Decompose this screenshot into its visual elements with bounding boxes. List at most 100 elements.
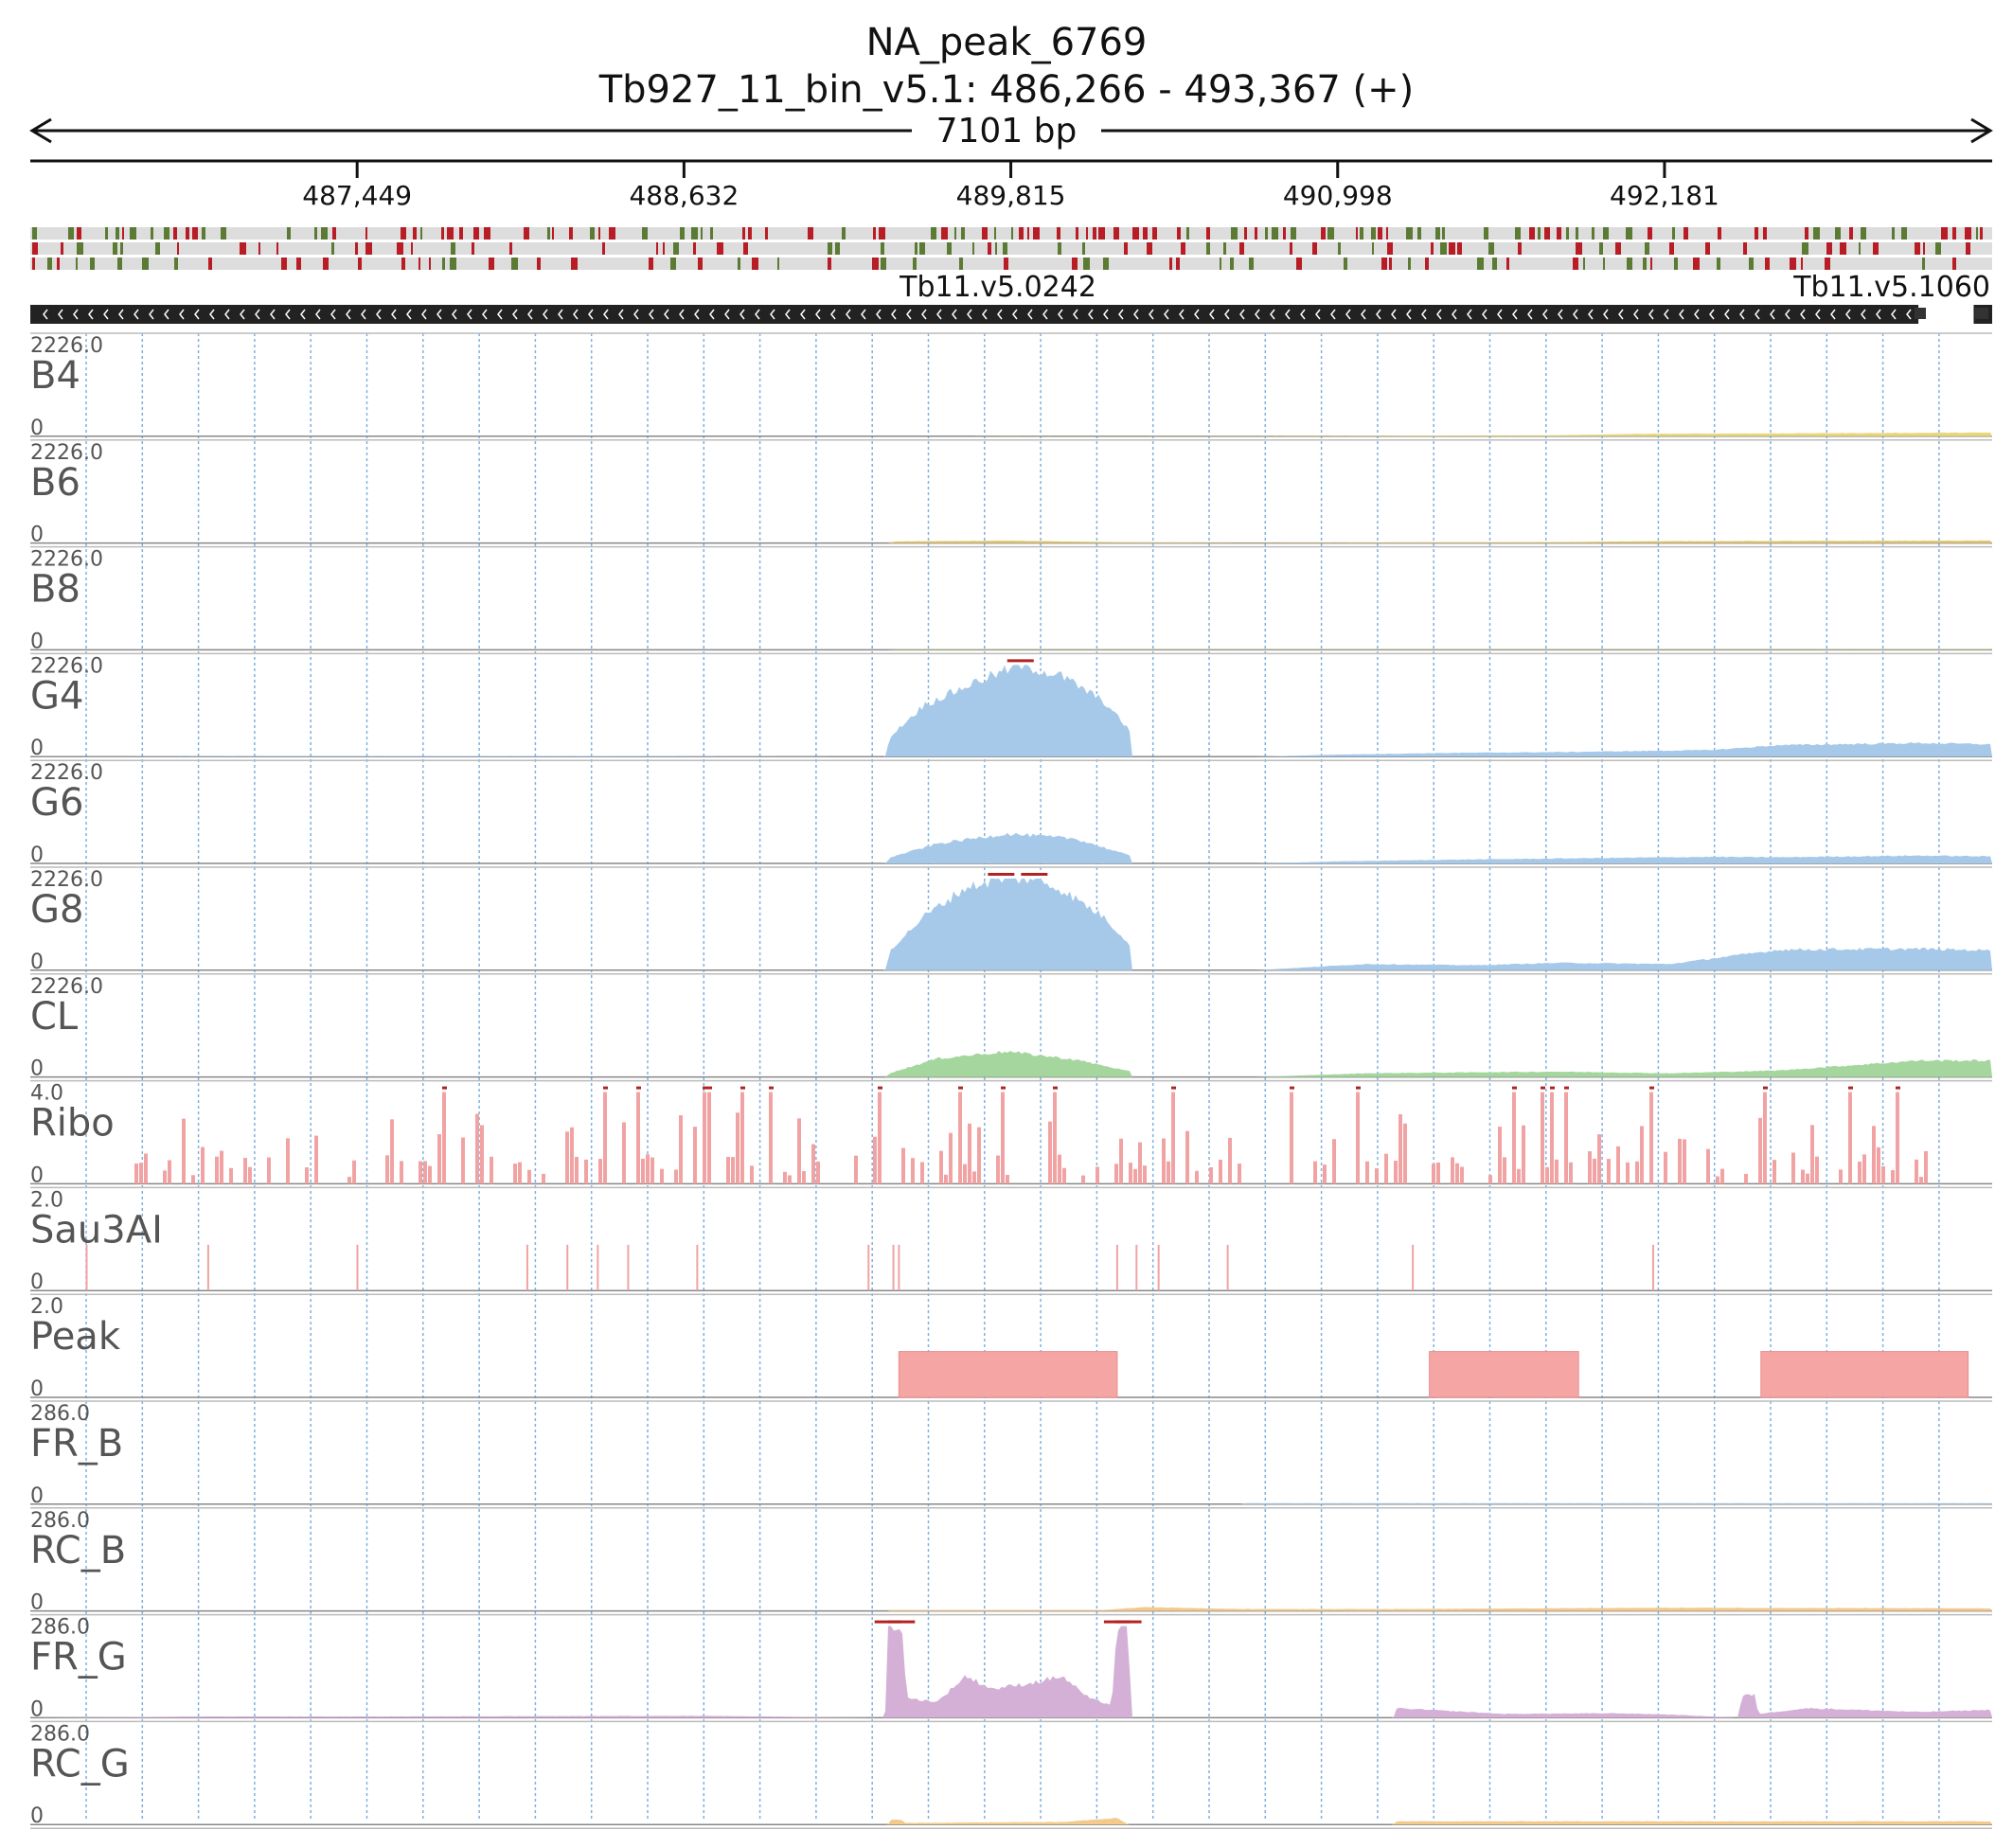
frame-mark	[472, 242, 474, 255]
frame-mark	[155, 242, 160, 255]
track-rc_b: 286.0RC_B 0	[30, 1507, 1992, 1615]
frame-mark	[420, 227, 422, 240]
frame-mark	[177, 242, 179, 255]
frame-mark	[1058, 242, 1061, 255]
frame-mark	[450, 258, 456, 270]
frame-mark	[202, 227, 205, 240]
frame-mark	[473, 227, 479, 240]
signal-bar	[1058, 1154, 1061, 1184]
frame-mark	[1181, 242, 1185, 255]
strand-chevron	[1527, 309, 1533, 320]
signal-bar	[1744, 1173, 1748, 1184]
frame-mark	[537, 258, 541, 270]
frame-mark	[1389, 258, 1392, 270]
frame-mark	[1440, 242, 1447, 255]
signal-bar	[679, 1115, 683, 1184]
strand-chevron	[1058, 309, 1063, 320]
frame-mark	[1435, 227, 1440, 240]
signal-bar	[1640, 1126, 1644, 1184]
strand-chevron	[1224, 309, 1230, 320]
track-min-label: 0	[30, 737, 44, 760]
signal-bar	[400, 1161, 403, 1184]
frame-mark	[1557, 227, 1561, 240]
track-max-label: 2.0	[30, 1188, 63, 1212]
strand-chevron	[967, 309, 972, 320]
frame-mark	[1566, 227, 1569, 240]
signal-area	[30, 432, 1992, 436]
signal-bar	[1862, 1154, 1866, 1184]
frame-mark	[1813, 227, 1820, 240]
frame-mark	[1177, 227, 1181, 240]
strand-chevron	[649, 309, 654, 320]
signal-bar	[1550, 1092, 1554, 1184]
strand-chevron	[1164, 309, 1169, 320]
strand-chevron	[1482, 309, 1487, 320]
strand-chevron	[815, 309, 821, 320]
frame-mark	[881, 242, 884, 255]
signal-bar	[570, 1127, 574, 1184]
frame-mark	[1763, 227, 1767, 240]
signal-bar	[977, 1127, 981, 1184]
overflow-marker	[1896, 1086, 1900, 1090]
frame-mark	[919, 242, 925, 255]
frame-mark	[988, 242, 991, 255]
frame-mark	[1801, 258, 1803, 270]
signal-bar	[1356, 1092, 1360, 1184]
frame-mark	[913, 258, 917, 270]
frame-mark	[1873, 242, 1879, 255]
frame-mark	[1296, 258, 1302, 270]
strand-chevron	[1845, 309, 1851, 320]
overflow-marker	[958, 1086, 963, 1090]
signal-bar	[811, 1144, 815, 1184]
signal-bar	[939, 1150, 943, 1184]
overflow-marker	[1356, 1086, 1361, 1090]
frame-mark	[1220, 258, 1221, 270]
signal-bar	[1678, 1138, 1682, 1184]
frame-mark	[673, 242, 679, 255]
track-label: G8	[30, 888, 83, 932]
strand-chevron	[1421, 309, 1427, 320]
frame-mark	[1749, 258, 1754, 270]
frame-mark	[186, 227, 189, 240]
signal-bar	[1791, 1152, 1795, 1184]
signal-bar	[1096, 1166, 1099, 1184]
signal-bar	[1048, 1121, 1052, 1184]
signal-area	[30, 649, 1992, 650]
strand-chevron	[1891, 309, 1897, 320]
frame-mark	[1457, 242, 1462, 255]
frame-mark	[1901, 227, 1907, 240]
track-max-label: 2226.0	[30, 654, 103, 678]
strand-chevron	[618, 309, 624, 320]
signal-bar	[1801, 1169, 1805, 1184]
signal-area	[30, 879, 1992, 970]
frame-mark	[1980, 227, 1983, 240]
frame-mark	[1083, 258, 1090, 270]
track-label: Sau3AI	[30, 1208, 163, 1252]
vertical-grid	[85, 333, 1940, 1820]
frame-mark	[1360, 227, 1363, 240]
strand-chevron	[1149, 309, 1154, 320]
frame-mark	[77, 227, 81, 240]
overflow-marker	[740, 1086, 745, 1090]
signal-bar	[650, 1157, 654, 1184]
frame-mark	[281, 258, 287, 270]
strand-chevron	[330, 309, 336, 320]
track-b4: 2226.0B4 0	[30, 332, 1992, 440]
track-min-label: 0	[30, 1270, 44, 1294]
frame-mark	[680, 227, 685, 240]
frame-mark	[509, 242, 512, 255]
frame-mark	[1922, 258, 1925, 270]
signal-bar	[1806, 1173, 1809, 1184]
strand-chevron	[497, 309, 503, 320]
strand-chevron	[376, 309, 382, 320]
signal-bar	[1763, 1092, 1767, 1184]
frame-mark	[1915, 242, 1920, 255]
frame-mark	[1381, 258, 1387, 270]
signal-bar	[1432, 1164, 1435, 1184]
signal-bar	[783, 1171, 787, 1184]
signal-bar	[286, 1138, 290, 1184]
frame-mark	[192, 227, 198, 240]
frame-mark	[314, 227, 317, 240]
frame-mark	[1840, 242, 1846, 255]
